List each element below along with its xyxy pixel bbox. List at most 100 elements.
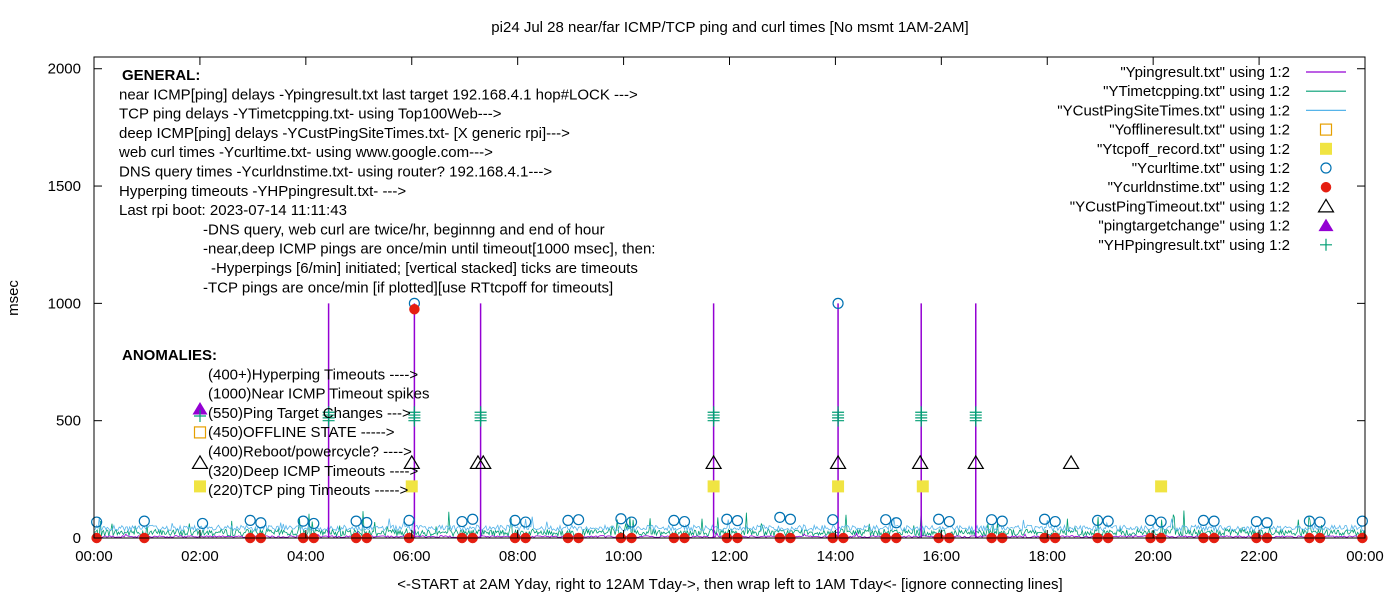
legend-marker	[1320, 142, 1332, 155]
general-heading: GENERAL:	[122, 67, 200, 84]
curl-time-point	[774, 511, 786, 523]
hyperping-timeout-tick	[474, 406, 487, 419]
legend-marker	[1319, 123, 1333, 136]
legend-label: "YHPpingresult.txt" using 1:2	[1098, 237, 1290, 254]
anomaly-note-line: (1000)Near ICMP Timeout spikes	[208, 386, 429, 403]
x-tick-label: 06:00	[393, 548, 431, 565]
x-tick-label: 16:00	[923, 548, 961, 565]
curl-time-point	[456, 515, 468, 528]
y-axis-label: msec	[5, 280, 22, 316]
chart-title: pi24 Jul 28 near/far ICMP/TCP ping and c…	[491, 19, 968, 36]
curl-time-point	[1197, 514, 1210, 527]
tcp-timeout-point	[707, 480, 720, 493]
hyperping-timeout-tick	[322, 406, 335, 419]
legend-marker	[1320, 162, 1332, 174]
curl-time-point	[827, 514, 839, 526]
curl-time-point	[308, 517, 320, 530]
tcp-timeout-point	[916, 480, 929, 493]
curl-time-point	[1049, 515, 1061, 528]
curl-time-point	[784, 513, 797, 525]
hyperping-timeout-tick	[832, 406, 845, 419]
curl-time-point	[731, 515, 744, 527]
axes-layer: 00:00 02:00 04:00 06:00 08:00 10:00 12:00 14:00…	[48, 57, 1384, 565]
y-tick-label: 1500	[48, 178, 81, 195]
anomalies-heading: ANOMALIES:	[122, 347, 217, 364]
legend-label: "Ytcpoff_record.txt" using 1:2	[1097, 141, 1290, 158]
deep-icmp-timeout-point	[474, 454, 492, 470]
general-note-line: DNS query times -Ycurldnstime.txt- using…	[119, 164, 552, 181]
curl-time-point	[1039, 513, 1051, 525]
curl-time-point	[403, 514, 415, 527]
general-note-line: -Hyperpings [6/min] initiated; [vertical…	[211, 260, 638, 277]
hyperping-timeout-tick	[408, 406, 421, 419]
anomaly-note-line: (400)Reboot/powercycle? ---->	[208, 444, 412, 461]
x-axis-label: <-START at 2AM Yday, right to 12AM Tday-…	[397, 576, 1062, 593]
curl-time-point	[572, 514, 585, 526]
curl-time-point	[1102, 515, 1114, 527]
curl-time-point	[520, 516, 532, 528]
x-tick-label: 18:00	[1028, 548, 1066, 565]
y-tick-label: 500	[56, 413, 81, 430]
deep-icmp-timeout-point	[829, 454, 847, 470]
hyperping-timeout-tick	[707, 406, 720, 419]
curl-time-point	[832, 297, 844, 309]
general-note-line: web curl times -Ycurltime.txt- using www…	[118, 144, 493, 161]
legend-marker	[1318, 218, 1334, 232]
general-note-line: TCP ping delays -YTimetcpping.txt- using…	[119, 106, 502, 123]
curl-time-point	[880, 514, 892, 526]
deep-icmp-timeout-point	[403, 454, 421, 470]
anomaly-sample-marker	[194, 409, 206, 422]
curl-time-point	[668, 514, 680, 527]
general-note-line: -near,deep ICMP pings are once/min until…	[203, 241, 655, 258]
tcp-timeout-point	[1155, 480, 1168, 493]
general-note-line: -DNS query, web curl are twice/hr, begin…	[203, 221, 605, 238]
curl-time-point	[562, 514, 574, 527]
curl-time-point	[1356, 515, 1368, 527]
legend-label: "YCustPingTimeout.txt" using 1:2	[1070, 198, 1290, 215]
curl-time-point	[1314, 516, 1326, 528]
anomaly-note-line: (320)Deep ICMP Timeouts ---->	[208, 463, 418, 480]
x-tick-label: 04:00	[287, 548, 325, 565]
curl-time-point	[996, 515, 1008, 527]
x-tick-label: 08:00	[499, 548, 537, 565]
anomaly-note-line: (550)Ping Target Changes --->	[208, 405, 411, 422]
y-tick-label: 0	[73, 530, 81, 547]
deep-icmp-timeout-point	[967, 454, 985, 470]
curl-time-point	[1303, 515, 1315, 527]
curl-time-point	[138, 515, 150, 527]
curl-time-point	[615, 513, 627, 525]
anomaly-sample-marker	[194, 480, 206, 493]
curl-time-point	[255, 517, 267, 529]
legend-label: "Ypingresult.txt" using 1:2	[1120, 64, 1290, 81]
curl-time-point	[509, 514, 521, 527]
x-tick-label: 20:00	[1134, 548, 1172, 565]
curl-time-point	[91, 516, 103, 528]
x-tick-label: 00:00	[75, 548, 113, 565]
curl-time-point	[890, 517, 902, 529]
general-note-line: deep ICMP[ping] delays -YCustPingSiteTim…	[119, 125, 570, 142]
curl-time-point	[678, 515, 691, 528]
deep-icmp-timeout-point	[705, 454, 723, 470]
dns-time-point	[409, 303, 420, 315]
curl-time-point	[1250, 515, 1263, 528]
y-tick-label: 1000	[48, 295, 81, 312]
curl-time-point	[1208, 515, 1220, 527]
curl-time-point	[625, 516, 638, 528]
anomaly-note-line: (220)TCP ping Timeouts ----->	[208, 482, 408, 499]
tcp-timeout-point	[832, 480, 845, 493]
legend-label: "Yofflineresult.txt" using 1:2	[1109, 122, 1290, 139]
legend-marker	[1320, 181, 1332, 193]
curl-time-point	[1144, 514, 1157, 527]
curl-time-point	[297, 515, 309, 527]
legend-label: "pingtargetchange" using 1:2	[1098, 218, 1290, 235]
anomaly-note-line: (400+)Hyperping Timeouts ---->	[208, 366, 418, 383]
y-tick-label: 2000	[48, 61, 81, 78]
legend: "Ypingresult.txt" using 1:2 "YTimetcpping…	[1057, 64, 1346, 254]
legend-marker	[1317, 198, 1335, 213]
plot-area: 00:00 02:00 04:00 06:00 08:00 10:00 12:00 14:00…	[48, 56, 1384, 565]
anomaly-sample-marker	[193, 426, 207, 439]
x-tick-label: 10:00	[605, 548, 643, 565]
legend-label: "Ycurldnstime.txt" using 1:2	[1108, 179, 1290, 196]
general-note-line: Last rpi boot: 2023-07-14 11:11:43	[119, 202, 347, 219]
curl-time-point	[933, 513, 945, 525]
